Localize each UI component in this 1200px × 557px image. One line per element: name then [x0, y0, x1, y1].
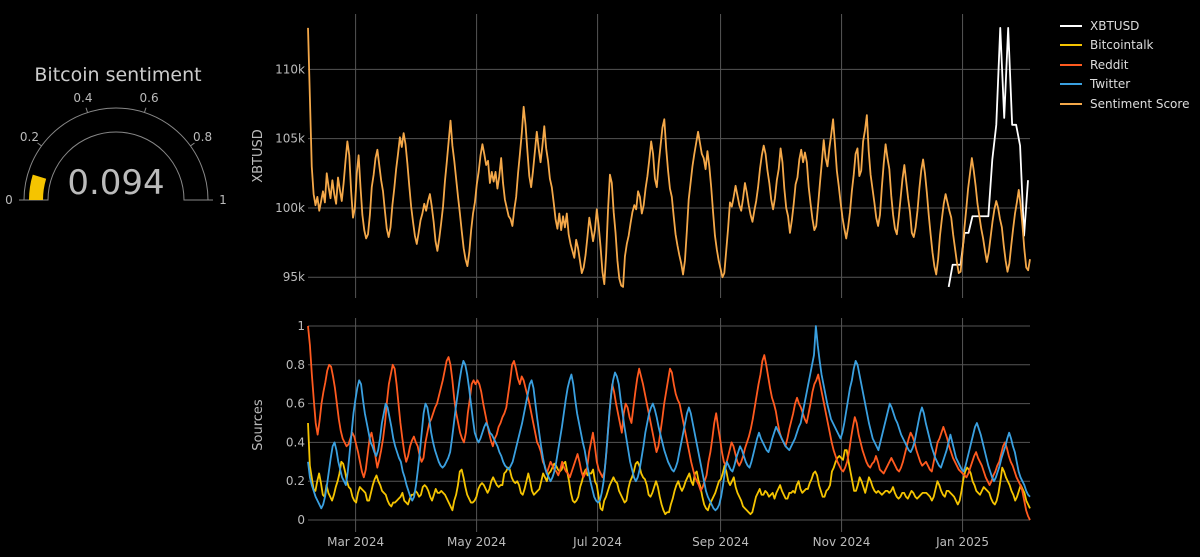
- gauge-tick-label: 0.4: [73, 91, 92, 105]
- y-tick-label: 1: [297, 319, 305, 333]
- legend-swatch: [1060, 102, 1082, 105]
- legend-swatch: [1060, 24, 1082, 27]
- legend-swatch: [1060, 44, 1082, 47]
- y-tick-label: 0.2: [286, 474, 305, 488]
- gauge-tick-label: 0: [5, 193, 13, 207]
- gauge-panel: Bitcoin sentiment 0 0.2 0.4 0.6 0.8 1 0.094: [0, 0, 240, 240]
- series-line-twitter: [307, 325, 1031, 512]
- y-tick-label: 110k: [275, 62, 305, 76]
- y-tick-label: 0.6: [286, 397, 305, 411]
- x-tick-label: Jul 2024: [572, 535, 622, 549]
- legend-label: Bitcointalk: [1090, 38, 1154, 53]
- x-tick-label: Jan 2025: [935, 535, 989, 549]
- gauge-tick-label: 1: [219, 193, 227, 207]
- gauge-arc-outline: [23, 107, 209, 201]
- series-line-xbtusd: [947, 26, 1029, 288]
- y-tick-label: 95k: [283, 270, 305, 284]
- y-tick-label: 0.4: [286, 435, 305, 449]
- y-axis-label: XBTUSD: [251, 129, 266, 183]
- gauge-tick-label: 0.2: [20, 130, 39, 144]
- gauge-tick-mark: [190, 142, 195, 147]
- gauge-title: Bitcoin sentiment: [34, 64, 202, 86]
- gauge-tick-mark: [85, 107, 89, 113]
- legend-label: Twitter: [1090, 77, 1131, 92]
- x-tick-label: May 2024: [447, 535, 506, 549]
- legend-item[interactable]: Twitter: [1060, 75, 1189, 95]
- gauge-tick-mark: [143, 107, 147, 113]
- x-tick-label: Nov 2024: [813, 535, 871, 549]
- legend-swatch: [1060, 83, 1082, 86]
- legend-item[interactable]: Reddit: [1060, 55, 1189, 75]
- gauge-tick-label: 0.8: [193, 130, 212, 144]
- series-line-sentiment-score: [307, 27, 1031, 288]
- legend-label: Sentiment Score: [1090, 96, 1190, 111]
- series-line-bitcointalk: [307, 422, 1031, 516]
- legend-swatch: [1060, 63, 1082, 66]
- gauge-tick-mark: [37, 142, 42, 147]
- y-tick-label: 100k: [275, 201, 305, 215]
- y-axis-label: Sources: [251, 399, 266, 451]
- gauge-tick-label: 0.6: [140, 91, 159, 105]
- y-tick-label: 0.8: [286, 358, 305, 372]
- legend-item[interactable]: XBTUSD: [1060, 16, 1189, 36]
- legend-label: Reddit: [1090, 57, 1129, 72]
- gauge-value-text: 0.094: [67, 163, 164, 203]
- x-tick-label: Mar 2024: [327, 535, 384, 549]
- gauge: 0 0.2 0.4 0.6 0.8 1 0.094: [5, 91, 227, 207]
- x-tick-label: Sep 2024: [692, 535, 749, 549]
- legend-item[interactable]: Sentiment Score: [1060, 94, 1189, 114]
- legend-item[interactable]: Bitcointalk: [1060, 36, 1189, 56]
- y-tick-label: 0: [297, 513, 305, 527]
- series-line-reddit: [307, 325, 1031, 521]
- gauge-value-bar: [29, 174, 47, 200]
- legend: XBTUSD Bitcointalk Reddit Twitter Sentiment …: [1060, 16, 1189, 114]
- legend-label: XBTUSD: [1090, 18, 1140, 33]
- y-tick-label: 105k: [275, 132, 305, 146]
